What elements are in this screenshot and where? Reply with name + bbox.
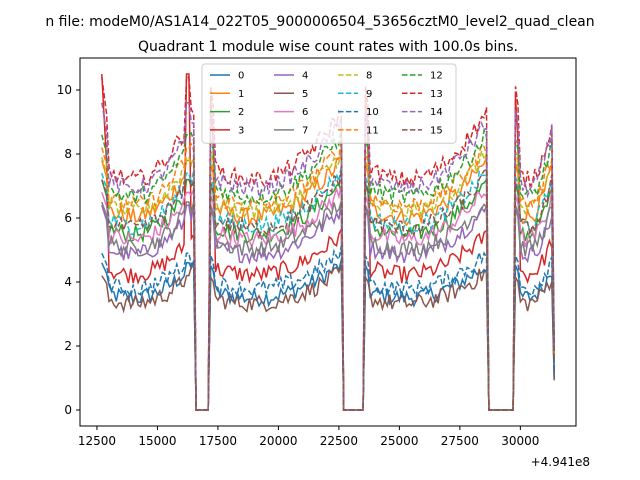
x-tick-label: 25000 [380,434,418,448]
legend-label-9: 9 [366,89,372,100]
series-line-14 [101,102,555,411]
series-line-15 [101,167,555,411]
legend-label-5: 5 [302,89,308,100]
series-line-8 [101,149,555,411]
y-tick-label: 0 [64,403,72,417]
y-tick-label: 6 [64,211,72,225]
legend-label-13: 13 [430,89,443,100]
legend-label-10: 10 [366,107,379,118]
legend-label-2: 2 [238,107,244,118]
series-line-6 [101,185,555,411]
x-tick-label: 12500 [78,434,116,448]
x-axis: 12500 15000 17500 20000 22500 25000 27500 30000 [78,426,539,448]
y-axis: 0 2 4 6 8 10 [57,83,80,417]
plot-frame [79,57,577,427]
legend-label-12: 12 [430,71,443,82]
x-tick-label: 27500 [441,434,479,448]
x-tick-label: 20000 [259,434,297,448]
x-axis-offset-label: +4.941e8 [531,455,590,469]
legend-label-11: 11 [366,125,379,136]
y-tick-label: 4 [64,275,72,289]
x-tick-label: 22500 [320,434,358,448]
legend-frame [201,63,457,144]
legend-label-1: 1 [238,89,244,100]
series-line-7 [101,200,555,411]
legend-label-3: 3 [238,125,244,136]
series-line-10 [101,245,555,411]
series-line-5 [101,264,555,411]
legend-label-0: 0 [238,71,244,82]
series-line-9 [101,165,555,411]
legend-label-14: 14 [430,107,443,118]
figure-suptitle: n file: modeM0/AS1A14_022T05_9000006504_… [45,14,594,30]
series-layer [101,73,555,411]
y-tick-label: 2 [64,339,72,353]
series-line-12 [101,127,555,411]
legend-label-8: 8 [366,71,372,82]
legend-label-4: 4 [302,71,308,82]
x-tick-label: 15000 [138,434,176,448]
x-tick-label: 17500 [199,434,237,448]
x-tick-label: 30000 [501,434,539,448]
legend-label-6: 6 [302,107,308,118]
chart-title: Quadrant 1 module wise count rates with … [138,39,518,55]
legend-label-15: 15 [430,125,443,136]
y-tick-label: 8 [64,147,72,161]
series-line-13 [101,76,555,411]
y-tick-label: 10 [57,83,72,97]
series-line-3 [101,73,555,411]
legend-label-7: 7 [302,125,308,136]
